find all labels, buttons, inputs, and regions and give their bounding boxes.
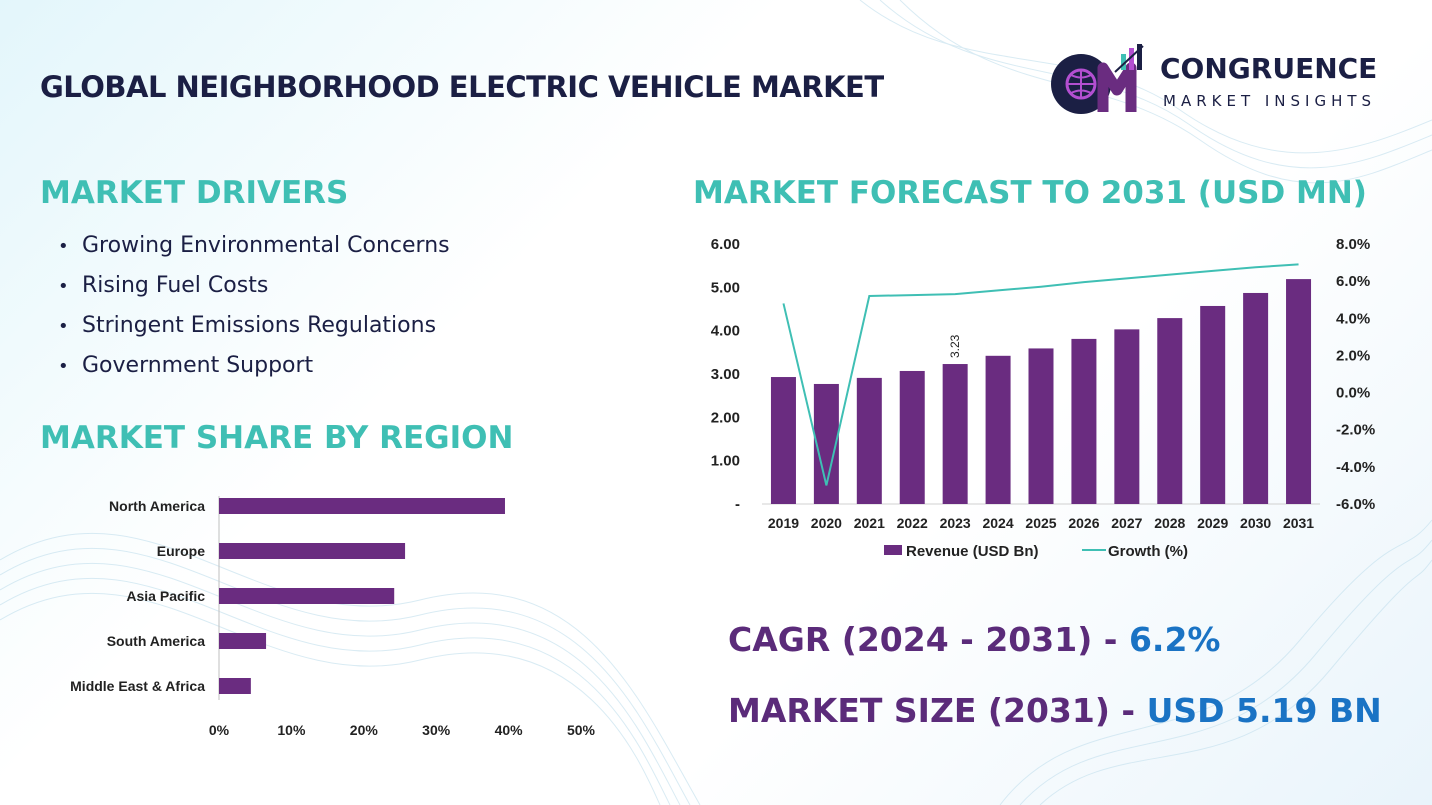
bar (1243, 292, 1269, 504)
category-label: Europe (157, 543, 205, 559)
bullet-icon: • (58, 276, 69, 297)
x-tick-label: 50% (567, 722, 596, 738)
y-tick-label: 1.00 (711, 453, 740, 470)
bar (770, 377, 796, 504)
bullet-icon: • (58, 356, 69, 377)
driver-text: Rising Fuel Costs (82, 273, 269, 298)
bar (856, 377, 882, 504)
x-tick-label: 10% (277, 722, 306, 738)
x-tick-label: 2027 (1111, 515, 1142, 531)
bar (1071, 338, 1097, 504)
category-label: North America (109, 498, 205, 514)
x-tick-label: 30% (422, 722, 451, 738)
market-size-stat: MARKET SIZE (2031) - USD 5.19 BN (728, 691, 1382, 730)
bar (219, 588, 395, 604)
y2-tick-label: -4.0% (1336, 459, 1375, 476)
bar (219, 498, 505, 514)
list-item: • Rising Fuel Costs (58, 270, 450, 310)
bar (1157, 318, 1183, 504)
x-tick-label: 2021 (854, 515, 885, 531)
x-tick-label: 0% (209, 722, 230, 738)
data-label: 3.23 (948, 334, 962, 358)
cagr-label: CAGR (2024 - 2031) (728, 620, 1093, 659)
bar (899, 370, 925, 504)
logo-subtitle: MARKET INSIGHTS (1163, 92, 1377, 110)
market-size-separator: - (1109, 691, 1147, 730)
y-tick-label: 6.00 (711, 236, 740, 253)
legend-label: Revenue (USD Bn) (906, 543, 1039, 560)
x-tick-label: 2031 (1283, 515, 1314, 531)
page-title: GLOBAL NEIGHBORHOOD ELECTRIC VEHICLE MAR… (40, 70, 884, 104)
logo-name: CONGRUENCE (1160, 52, 1378, 85)
forecast-combo-chart: - 1.00 2.00 3.00 4.00 5.00 6.00 -6.0% -4.0% -2.0%… (711, 236, 1375, 560)
y2-tick-label: 0.0% (1336, 385, 1370, 402)
bullet-icon: • (58, 316, 69, 337)
market-size-value: USD 5.19 BN (1146, 691, 1382, 730)
y2-tick-label: -6.0% (1336, 496, 1375, 513)
x-tick-label: 2019 (768, 515, 799, 531)
category-label: Asia Pacific (126, 588, 205, 604)
x-tick-label: 2020 (811, 515, 842, 531)
logo-mark (1051, 44, 1144, 114)
x-tick-label: 2026 (1068, 515, 1099, 531)
bar (1028, 348, 1054, 504)
bar (1286, 279, 1312, 504)
region-bar-chart: North America Europe Asia Pacific South Ame… (70, 496, 596, 738)
category-label: Middle East & Africa (70, 678, 205, 694)
x-tick-label: 40% (495, 722, 524, 738)
cagr-value: 6.2% (1128, 620, 1221, 659)
legend-swatch-revenue (884, 545, 902, 555)
bar (985, 355, 1011, 504)
bar (1200, 305, 1226, 504)
bar (219, 543, 406, 559)
x-tick-label: 2029 (1197, 515, 1228, 531)
list-item: • Growing Environmental Concerns (58, 230, 450, 270)
category-label: South America (107, 633, 205, 649)
company-logo: CONGRUENCE MARKET INSIGHTS (1045, 42, 1405, 118)
list-item: • Government Support (58, 350, 450, 390)
x-tick-label: 2022 (897, 515, 928, 531)
x-tick-label: 2028 (1154, 515, 1185, 531)
x-tick-label: 2023 (940, 515, 971, 531)
y-tick-label: 5.00 (711, 279, 740, 296)
bullet-icon: • (58, 236, 69, 257)
driver-text: Government Support (82, 353, 314, 378)
y-tick-label: 4.00 (711, 323, 740, 340)
x-tick-label: 2030 (1240, 515, 1271, 531)
bar (219, 678, 251, 694)
driver-text: Stringent Emissions Regulations (82, 313, 437, 338)
list-item: • Stringent Emissions Regulations (58, 310, 450, 350)
bar (942, 364, 968, 504)
drivers-list: • Growing Environmental Concerns • Rising … (58, 230, 450, 390)
y-tick-label: 3.00 (711, 366, 740, 383)
legend-label: Growth (%) (1108, 543, 1188, 560)
bar (1114, 329, 1140, 504)
cagr-separator: - (1092, 620, 1129, 659)
y2-tick-label: 4.0% (1336, 310, 1370, 327)
x-tick-label: 2025 (1025, 515, 1056, 531)
cagr-stat: CAGR (2024 - 2031) - 6.2% (728, 620, 1221, 659)
y2-tick-label: 2.0% (1336, 347, 1370, 364)
market-size-label: MARKET SIZE (2031) (728, 691, 1110, 730)
region-heading: MARKET SHARE BY REGION (40, 420, 514, 456)
drivers-heading: MARKET DRIVERS (40, 175, 349, 211)
bar (219, 633, 267, 649)
y2-tick-label: 6.0% (1336, 273, 1370, 290)
x-tick-label: 20% (350, 722, 379, 738)
driver-text: Growing Environmental Concerns (82, 233, 450, 258)
y-tick-label: - (735, 496, 740, 513)
y-tick-label: 2.00 (711, 409, 740, 426)
growth-line (782, 263, 1299, 486)
x-tick-label: 2024 (982, 515, 1013, 531)
y2-tick-label: -2.0% (1336, 422, 1375, 439)
y2-tick-label: 8.0% (1336, 236, 1370, 253)
forecast-heading: MARKET FORECAST TO 2031 (USD MN) (693, 175, 1367, 211)
